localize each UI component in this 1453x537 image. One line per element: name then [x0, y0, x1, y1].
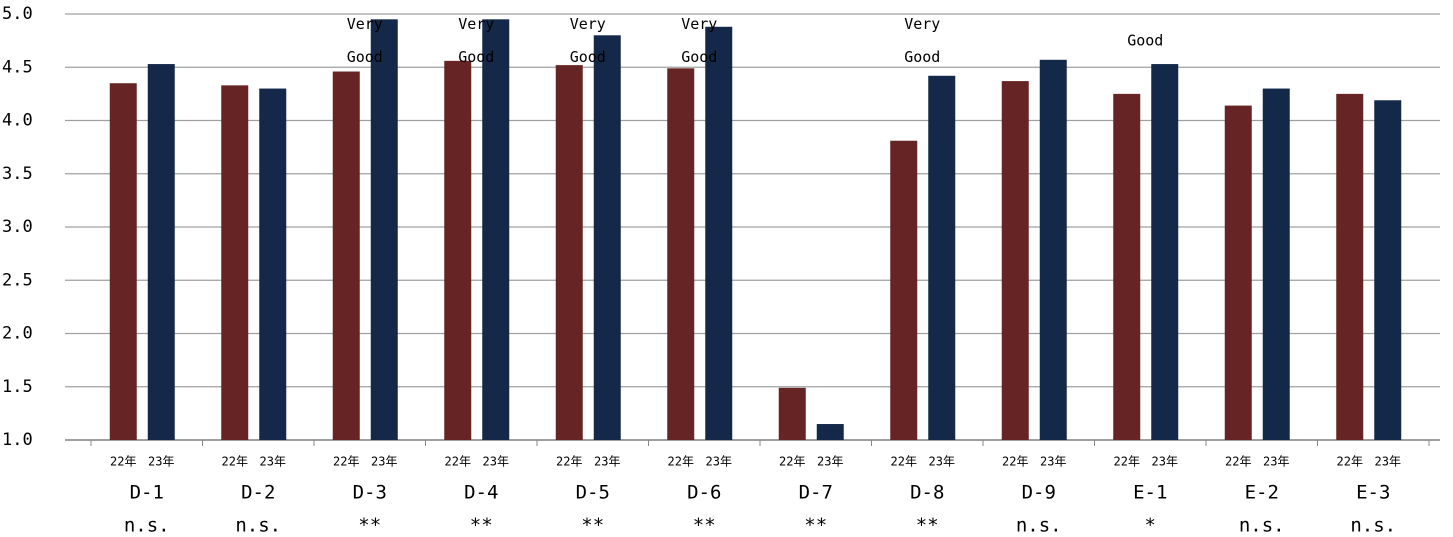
annotation: Very: [904, 15, 940, 33]
bar: [332, 71, 360, 440]
x-tick-label: D-8: [910, 482, 944, 504]
series-label: 23年: [371, 455, 397, 469]
x-tick-label: D-2: [241, 482, 275, 504]
series-label: 23年: [148, 455, 174, 469]
series-label: 23年: [706, 455, 732, 469]
bar: [482, 19, 510, 440]
significance-label: n.s.: [124, 515, 170, 537]
x-tick-label: D-1: [130, 482, 164, 504]
bar: [705, 26, 733, 441]
bar: [555, 65, 583, 441]
significance-label: **: [470, 515, 493, 537]
series-label: 23年: [1375, 455, 1401, 469]
x-tick-label: D-5: [576, 482, 610, 504]
significance-label: n.s.: [235, 515, 281, 537]
series-label: 23年: [483, 455, 509, 469]
bar: [816, 424, 844, 440]
bar: [593, 35, 621, 441]
x-tick-label: E-1: [1133, 482, 1167, 504]
significance-label: *: [1145, 515, 1156, 537]
bar: [259, 88, 287, 441]
series-label: 22年: [110, 455, 136, 469]
series-label: 23年: [817, 455, 843, 469]
bar: [109, 83, 137, 440]
series-label: 22年: [891, 455, 917, 469]
annotation: Good: [1127, 32, 1163, 50]
bar: [1151, 64, 1179, 441]
significance-label: n.s.: [1350, 515, 1396, 537]
bar: [221, 85, 249, 440]
x-tick-label: D-4: [464, 482, 498, 504]
annotation: Good: [570, 48, 606, 66]
significance-label: **: [916, 515, 939, 537]
y-tick-label: 3.5: [2, 164, 33, 184]
series-label: 22年: [668, 455, 694, 469]
bar: [1113, 93, 1141, 440]
annotation: Good: [458, 48, 494, 66]
y-tick-label: 4.5: [2, 57, 33, 77]
bar: [928, 75, 956, 441]
x-tick-label: D-6: [687, 482, 721, 504]
x-tick-label: D-3: [353, 482, 387, 504]
y-tick-label: 1.5: [2, 377, 33, 397]
y-tick-label: 3.0: [2, 217, 33, 237]
bar: [1001, 81, 1029, 440]
series-label: 22年: [333, 455, 359, 469]
bar: [370, 19, 398, 440]
bar: [778, 387, 806, 440]
annotation: Very: [347, 15, 383, 33]
annotation: Very: [681, 15, 717, 33]
series-label: 22年: [1337, 455, 1363, 469]
x-tick-label: D-9: [1022, 482, 1056, 504]
y-tick-label: 1.0: [2, 430, 33, 450]
series-label: 22年: [779, 455, 805, 469]
x-tick-label: D-7: [799, 482, 833, 504]
annotation: Good: [681, 48, 717, 66]
bar: [1336, 93, 1364, 440]
series-label: 22年: [1225, 455, 1251, 469]
annotation: Good: [904, 48, 940, 66]
significance-label: **: [581, 515, 604, 537]
series-label: 22年: [1002, 455, 1028, 469]
y-tick-label: 2.5: [2, 270, 33, 290]
bar: [1374, 100, 1402, 440]
y-tick-label: 4.0: [2, 111, 33, 131]
bar: [147, 64, 175, 441]
y-tick-label: 5.0: [2, 4, 33, 24]
series-label: 22年: [556, 455, 582, 469]
bar: [444, 60, 472, 441]
annotation: Very: [570, 15, 606, 33]
significance-label: n.s.: [1016, 515, 1062, 537]
series-label: 22年: [1114, 455, 1140, 469]
annotation: Good: [347, 48, 383, 66]
bar: [1224, 105, 1252, 440]
significance-label: **: [358, 515, 381, 537]
series-label: 23年: [929, 455, 955, 469]
series-label: 23年: [1040, 455, 1066, 469]
x-tick-label: E-2: [1245, 482, 1279, 504]
series-label: 22年: [445, 455, 471, 469]
bar: [1039, 59, 1067, 441]
significance-label: **: [693, 515, 716, 537]
bar: [890, 140, 918, 441]
series-label: 23年: [594, 455, 620, 469]
series-label: 23年: [1152, 455, 1178, 469]
y-tick-label: 2.0: [2, 324, 33, 344]
bar: [1262, 88, 1290, 441]
significance-label: n.s.: [1239, 515, 1285, 537]
bar: [667, 68, 695, 440]
series-label: 23年: [260, 455, 286, 469]
series-label: 22年: [222, 455, 248, 469]
series-label: 23年: [1263, 455, 1289, 469]
x-tick-label: E-3: [1356, 482, 1390, 504]
significance-label: **: [804, 515, 827, 537]
annotation: Very: [458, 15, 494, 33]
